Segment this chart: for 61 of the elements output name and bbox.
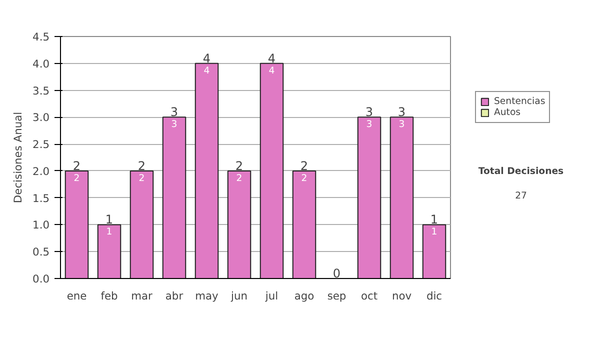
x-tick-label: ene xyxy=(66,290,87,302)
total-label: 2 xyxy=(300,158,308,173)
x-tick-label: jun xyxy=(230,290,248,302)
y-axis-title: Decisiones Anual xyxy=(12,112,25,204)
bar xyxy=(292,170,316,278)
total-label: 1 xyxy=(430,212,438,227)
data-label: 1 xyxy=(106,226,112,238)
bar xyxy=(422,224,446,278)
legend-label: Autos xyxy=(494,107,521,118)
y-tick-label: 3.0 xyxy=(32,111,50,124)
data-label: 3 xyxy=(171,119,178,130)
total-label: 3 xyxy=(170,105,178,120)
x-tick-label: jul xyxy=(264,290,278,302)
total-label: 1 xyxy=(105,212,114,227)
total-label: 0 xyxy=(332,266,341,280)
y-tick-label: 2.0 xyxy=(32,164,50,178)
data-label: 3 xyxy=(398,119,405,130)
total-label: 3 xyxy=(365,105,374,120)
y-tick-label: 0.0 xyxy=(32,272,50,286)
y-tick-label: 1.0 xyxy=(32,218,50,232)
bar xyxy=(97,224,122,278)
x-tick-label: mar xyxy=(131,290,154,302)
y-tick-label: 4.5 xyxy=(32,30,50,44)
total-label: 2 xyxy=(138,158,146,173)
total-label: 3 xyxy=(398,105,406,120)
x-tick-label: abr xyxy=(165,290,184,302)
data-label: 3 xyxy=(366,119,372,130)
x-tick-label: sep xyxy=(327,290,346,302)
y-tick-label: 1.5 xyxy=(32,192,50,205)
y-tick-label: 2.5 xyxy=(32,138,50,152)
bar xyxy=(357,116,382,278)
total-label: 4 xyxy=(268,51,276,66)
x-tick-label: nov xyxy=(392,290,412,302)
data-label: 2 xyxy=(236,172,242,184)
bar xyxy=(162,116,186,278)
legend-label: Sentencias xyxy=(494,96,546,107)
bar xyxy=(390,116,414,278)
data-label: 4 xyxy=(268,65,275,76)
x-tick-label: feb xyxy=(100,290,118,302)
x-tick-label: dic xyxy=(426,290,442,302)
data-label: 2 xyxy=(301,172,308,184)
x-tick-label: ago xyxy=(294,290,314,302)
bar xyxy=(64,170,89,278)
data-label: 2 xyxy=(74,172,80,184)
data-label: 2 xyxy=(138,172,145,184)
data-label: 4 xyxy=(204,65,210,76)
x-tick-label: oct xyxy=(360,290,378,302)
x-tick-label: may xyxy=(195,290,218,302)
total-label: 2 xyxy=(235,158,244,173)
text: 27 xyxy=(515,190,527,202)
bar xyxy=(130,170,154,278)
bar xyxy=(260,62,284,278)
total-label: 4 xyxy=(202,51,211,66)
bar xyxy=(194,62,219,278)
y-tick-label: 4.0 xyxy=(32,57,50,70)
data-label: 1 xyxy=(431,226,438,238)
y-tick-label: 0.5 xyxy=(32,246,50,259)
bar xyxy=(227,170,252,278)
y-tick-label: 3.5 xyxy=(32,84,50,98)
text: Total Decisiones xyxy=(478,166,564,177)
total-label: 2 xyxy=(72,158,81,173)
